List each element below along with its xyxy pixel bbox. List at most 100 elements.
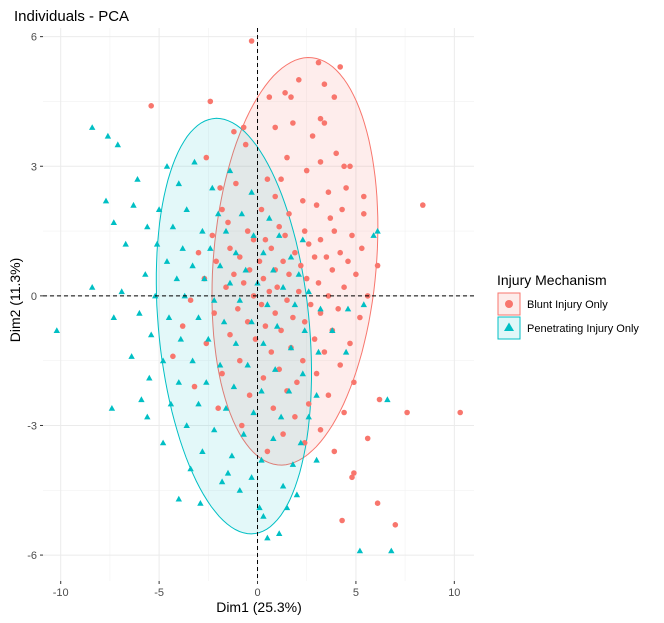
legend-label-blunt: Blunt Injury Only — [527, 299, 608, 311]
point-blunt — [345, 258, 351, 265]
point-penetrating — [301, 327, 308, 333]
point-blunt — [268, 349, 275, 355]
point-penetrating — [274, 322, 281, 329]
point-penetrating — [276, 530, 283, 536]
point-blunt — [258, 206, 265, 213]
point-penetrating — [148, 331, 155, 338]
point-blunt — [325, 293, 332, 299]
point-penetrating — [118, 288, 125, 295]
point-blunt — [317, 159, 324, 165]
point-blunt — [235, 306, 241, 312]
point-blunt — [282, 90, 288, 96]
point-penetrating — [276, 232, 283, 238]
point-blunt — [301, 228, 308, 234]
point-penetrating — [189, 262, 196, 269]
point-penetrating — [317, 305, 324, 312]
point-blunt — [317, 310, 324, 316]
confidence-ellipses — [155, 56, 379, 535]
point-penetrating — [388, 547, 395, 554]
point-penetrating — [201, 275, 208, 282]
point-blunt — [313, 202, 320, 208]
point-blunt — [203, 340, 210, 347]
point-penetrating — [122, 240, 129, 247]
x-tick-label: 10 — [448, 587, 460, 599]
point-blunt — [213, 258, 219, 265]
point-penetrating — [199, 227, 206, 234]
point-blunt — [347, 163, 353, 170]
point-blunt — [303, 167, 310, 174]
point-penetrating — [226, 167, 234, 174]
legend-marker-circle — [505, 300, 513, 308]
point-blunt — [305, 241, 312, 247]
point-penetrating — [167, 400, 175, 407]
x-axis-ticks: -10 -5 0 5 10 — [53, 581, 460, 599]
point-penetrating — [199, 448, 206, 454]
point-penetrating — [138, 396, 145, 403]
point-blunt — [231, 271, 237, 278]
point-penetrating — [169, 223, 177, 230]
x-tick-label: -10 — [53, 587, 69, 599]
point-penetrating — [236, 487, 243, 493]
point-blunt — [187, 297, 194, 304]
point-penetrating — [289, 461, 297, 467]
point-penetrating — [236, 297, 243, 303]
point-blunt — [191, 383, 198, 390]
point-penetrating — [315, 348, 322, 355]
point-penetrating — [173, 275, 180, 282]
point-blunt — [223, 284, 229, 291]
point-penetrating — [264, 534, 271, 541]
point-penetrating — [260, 340, 267, 346]
point-blunt — [337, 64, 344, 70]
point-penetrating — [89, 284, 96, 290]
point-blunt — [315, 59, 322, 66]
point-blunt — [276, 366, 283, 373]
point-blunt — [270, 405, 277, 412]
point-penetrating — [203, 379, 210, 385]
point-blunt — [349, 474, 355, 481]
point-penetrating — [260, 249, 267, 256]
point-blunt — [339, 517, 345, 524]
point-penetrating — [207, 245, 214, 251]
point-penetrating — [195, 400, 202, 407]
point-blunt — [317, 115, 324, 122]
point-blunt — [351, 379, 357, 386]
point-penetrating — [258, 456, 265, 463]
point-blunt — [260, 275, 267, 282]
point-blunt — [337, 362, 344, 368]
reference-lines — [43, 28, 474, 581]
point-blunt — [148, 103, 154, 109]
point-penetrating — [256, 504, 263, 511]
point-blunt — [252, 336, 259, 342]
y-tick-label: 3 — [31, 161, 37, 173]
point-penetrating — [163, 258, 171, 264]
point-blunt — [225, 219, 231, 226]
point-penetrating — [264, 301, 271, 308]
point-penetrating — [163, 163, 171, 169]
point-blunt — [420, 202, 426, 208]
point-blunt — [227, 245, 233, 252]
point-blunt — [286, 211, 292, 217]
point-blunt — [321, 120, 328, 126]
point-blunt — [239, 422, 245, 429]
point-penetrating — [179, 245, 186, 251]
point-penetrating — [344, 305, 352, 312]
point-blunt — [292, 414, 298, 420]
point-penetrating — [250, 409, 257, 416]
x-tick-label: -5 — [154, 587, 164, 599]
point-blunt — [280, 431, 286, 437]
y-tick-label: -3 — [27, 420, 37, 432]
point-blunt — [284, 297, 290, 304]
point-blunt — [374, 500, 381, 507]
point-blunt — [215, 405, 221, 412]
point-penetrating — [230, 383, 238, 390]
point-blunt — [331, 94, 338, 100]
point-penetrating — [360, 301, 367, 308]
point-blunt — [331, 228, 338, 234]
point-blunt — [327, 215, 334, 221]
point-penetrating — [248, 189, 255, 195]
point-blunt — [317, 236, 324, 243]
point-blunt — [294, 379, 300, 386]
point-penetrating — [329, 327, 336, 333]
point-blunt — [274, 284, 281, 291]
point-blunt — [237, 357, 243, 364]
